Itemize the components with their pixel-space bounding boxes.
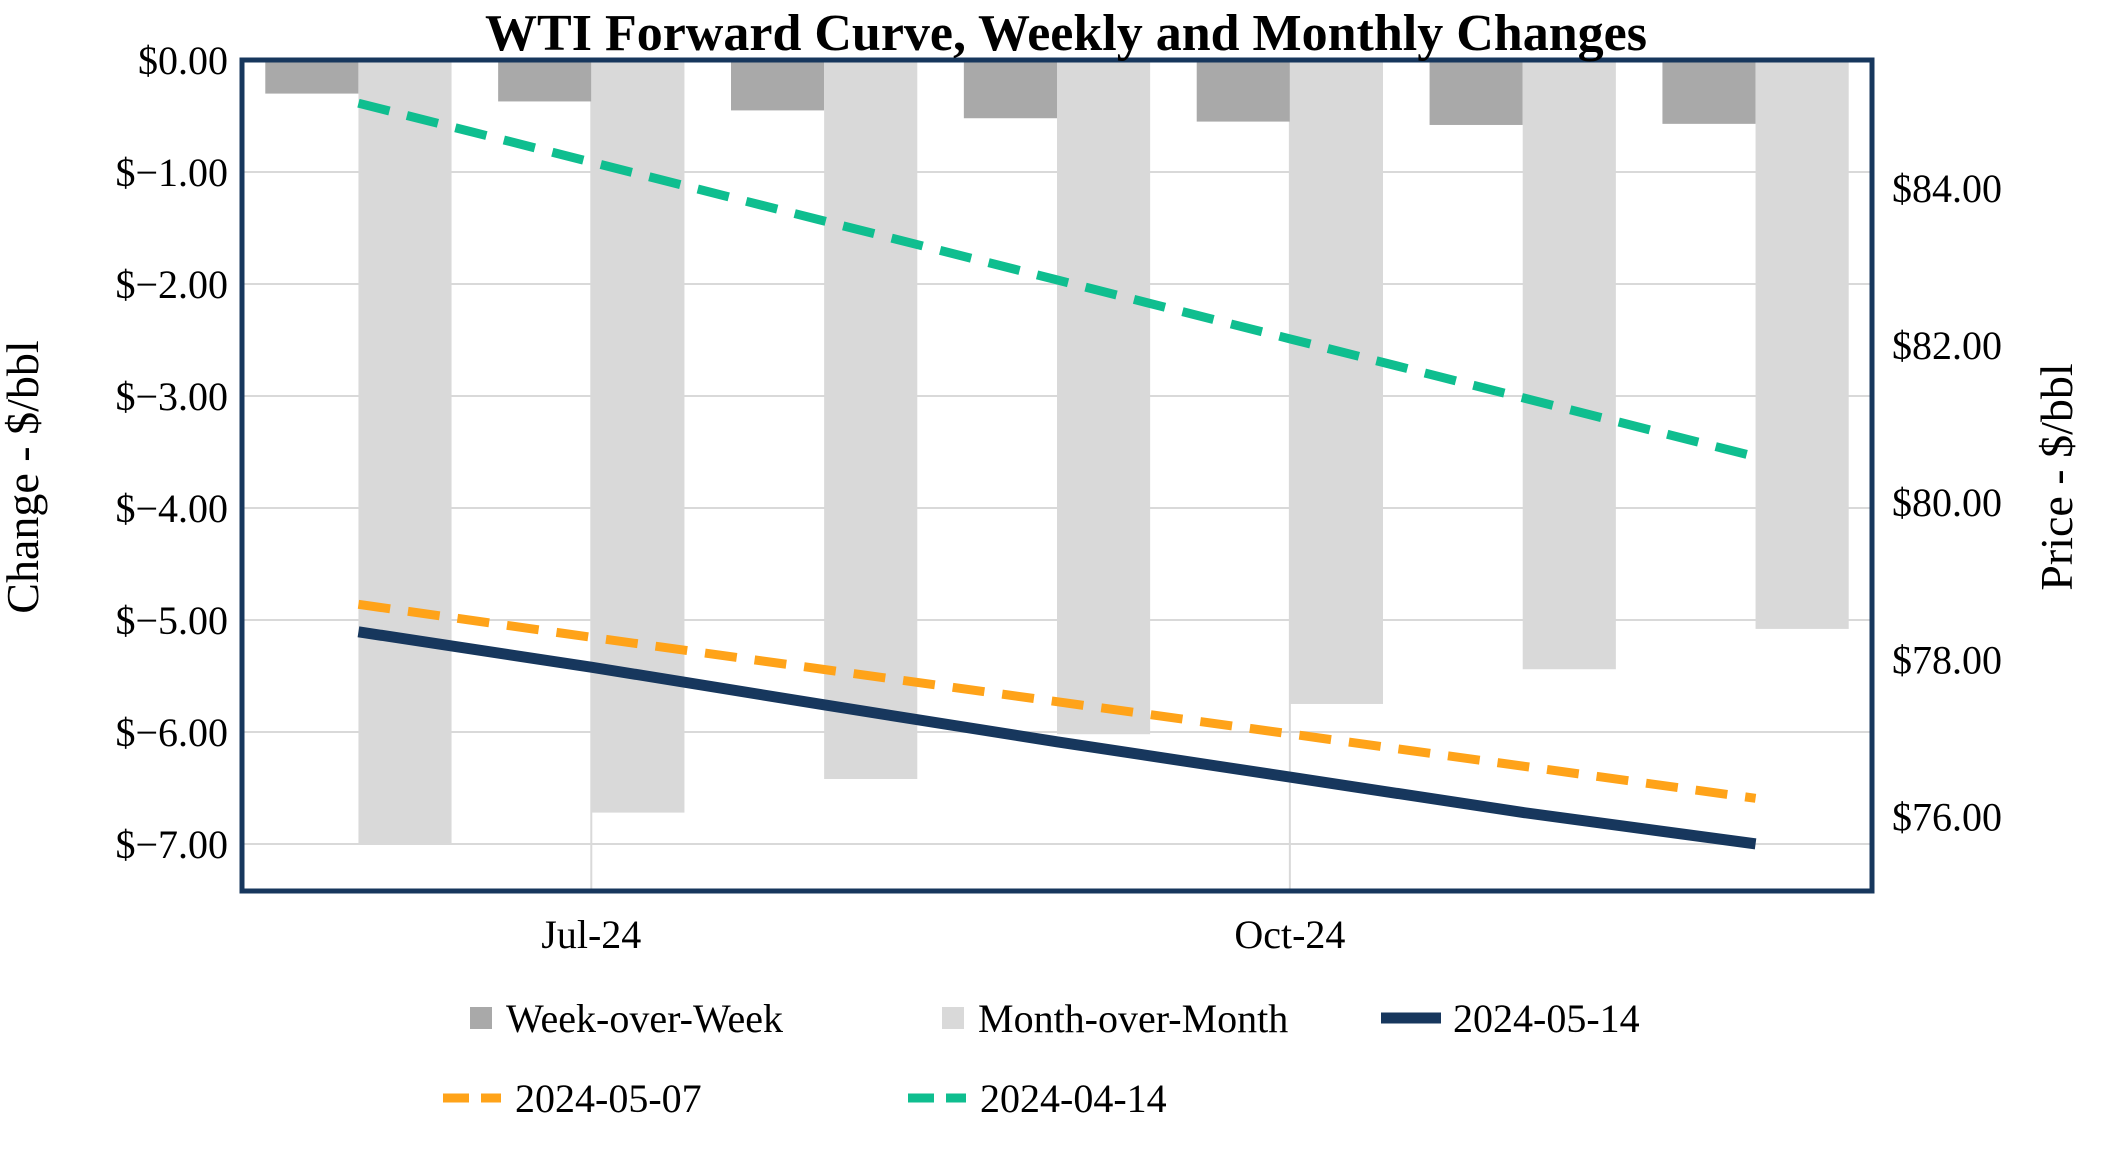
- bar: [1289, 60, 1383, 704]
- left-axis-tick-label: $−7.00: [115, 822, 228, 867]
- x-axis-tick-label: Jul-24: [541, 912, 641, 957]
- line-2024-04-14: [357, 98, 1757, 462]
- bar: [824, 60, 918, 780]
- left-axis-tick-label: $−6.00: [115, 710, 228, 755]
- left-axis-title: Change - $/bbl: [0, 340, 48, 613]
- left-axis-tick-label: $−1.00: [115, 150, 228, 195]
- bars-month-over-month: [358, 60, 1849, 844]
- line-2024-05-07: [357, 599, 1757, 803]
- bar: [358, 60, 452, 844]
- left-axis-tick-label: $−4.00: [115, 486, 228, 531]
- right-axis-tick-label: $80.00: [1892, 480, 2002, 525]
- bar: [1662, 60, 1756, 124]
- legend-label: 2024-05-14: [1453, 996, 1640, 1041]
- right-axis-tick-label: $84.00: [1892, 166, 2002, 211]
- left-axis-tick-label: $0.00: [138, 38, 228, 83]
- legend-marker-square: [942, 1007, 964, 1029]
- plot-border: [239, 57, 1875, 894]
- right-axis-tick-label: $82.00: [1892, 323, 2002, 368]
- bar: [1429, 60, 1523, 125]
- legend-marker-square: [470, 1007, 492, 1029]
- bars-week-over-week: [265, 60, 1756, 125]
- legend-label: Month-over-Month: [978, 996, 1288, 1041]
- legend-label: 2024-04-14: [980, 1076, 1167, 1121]
- bar: [1755, 60, 1849, 629]
- legend-label: 2024-05-07: [515, 1076, 702, 1121]
- bar: [498, 60, 592, 102]
- bar: [731, 60, 825, 111]
- left-axis-tick-label: $−5.00: [115, 598, 228, 643]
- right-axis-tick-label: $78.00: [1892, 637, 2002, 682]
- right-axis-tick-label: $76.00: [1892, 794, 2002, 839]
- legend-label: Week-over-Week: [506, 996, 783, 1041]
- chart-title: WTI Forward Curve, Weekly and Monthly Ch…: [485, 5, 1647, 62]
- left-axis-tick-label: $−2.00: [115, 262, 228, 307]
- bar: [1196, 60, 1290, 122]
- bar: [591, 60, 685, 813]
- bar: [1057, 60, 1151, 735]
- left-axis-tick-label: $−3.00: [115, 374, 228, 419]
- x-axis-tick-label: Oct-24: [1234, 912, 1345, 957]
- line-2024-05-14: [357, 626, 1757, 850]
- bar: [265, 60, 359, 94]
- right-axis-title: Price - $/bbl: [2031, 363, 2082, 590]
- bar: [963, 60, 1057, 119]
- bar: [1522, 60, 1616, 670]
